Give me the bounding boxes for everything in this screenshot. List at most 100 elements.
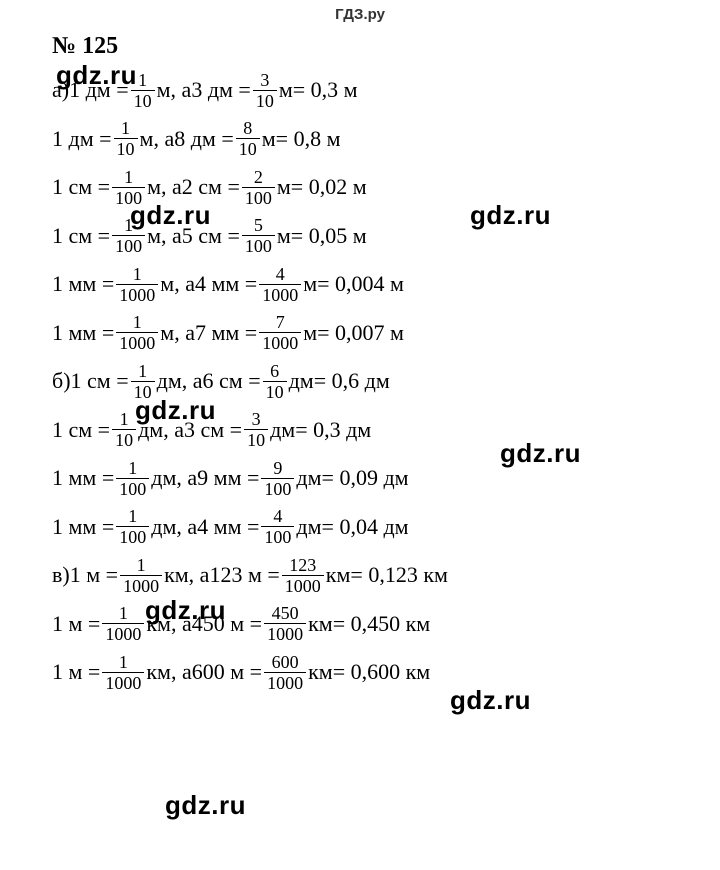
numerator: 1 <box>125 507 140 526</box>
text-segment: 1 мм = <box>52 514 114 540</box>
numerator: 3 <box>257 71 272 90</box>
text-segment: дм, а <box>151 465 197 491</box>
text-segment: м <box>303 271 317 297</box>
equation-line: 1 мм = 1100 дм, а 4 мм = 4100 дм = 0,04 … <box>52 503 720 552</box>
denominator: 100 <box>116 526 149 546</box>
text-segment: км, а <box>164 562 209 588</box>
denominator: 10 <box>114 138 138 158</box>
text-segment: б) <box>52 368 71 394</box>
fraction: 6001000 <box>264 653 306 692</box>
text-segment: км <box>326 562 351 588</box>
equation-line: 1 м = 11000 км, а 450 м = 4501000 км = 0… <box>52 600 720 649</box>
text-segment: 1 мм = <box>52 320 114 346</box>
denominator: 100 <box>112 187 145 207</box>
text-segment: = 0,004 м <box>317 271 404 297</box>
equation-line: 1 мм = 11000 м, а 4 мм = 41000 м = 0,004… <box>52 260 720 309</box>
watermark-text: gdz.ru <box>165 790 246 821</box>
equation-lines: а) 1 дм = 110 м, а 3 дм = 310 м = 0,3 м1… <box>52 66 720 697</box>
numerator: 1 <box>134 556 149 575</box>
problem-number: № 125 <box>52 33 720 60</box>
numerator: 1 <box>116 653 131 672</box>
text-segment: 7 мм = <box>195 320 257 346</box>
numerator: 9 <box>270 459 285 478</box>
numerator: 4 <box>270 507 285 526</box>
fraction: 1231000 <box>282 556 324 595</box>
text-segment: 1 м = <box>70 562 118 588</box>
numerator: 2 <box>251 168 266 187</box>
denominator: 10 <box>263 381 287 401</box>
fraction: 11000 <box>102 604 144 643</box>
text-segment: м, а <box>147 174 182 200</box>
fraction: 810 <box>236 119 260 158</box>
denominator: 10 <box>131 381 155 401</box>
numerator: 1 <box>135 362 150 381</box>
fraction: 11000 <box>116 313 158 352</box>
fraction: 110 <box>114 119 138 158</box>
denominator: 1000 <box>264 623 306 643</box>
fraction: 1100 <box>112 216 145 255</box>
numerator: 5 <box>251 216 266 235</box>
text-segment: 2 см = <box>182 174 240 200</box>
denominator: 1000 <box>116 332 158 352</box>
fraction: 310 <box>253 71 277 110</box>
fraction: 110 <box>112 410 136 449</box>
numerator: 1 <box>118 119 133 138</box>
equation-line: 1 см = 110 дм, а 3 см = 310 дм = 0,3 дм <box>52 406 720 455</box>
fraction: 11000 <box>116 265 158 304</box>
numerator: 1 <box>125 459 140 478</box>
numerator: 1 <box>116 604 131 623</box>
equation-line: б) 1 см = 110 дм, а 6 см = 610 дм = 0,6 … <box>52 357 720 406</box>
equation-line: 1 м = 11000 км, а 600 м = 6001000 км = 0… <box>52 648 720 697</box>
text-segment: 123 м = <box>209 562 279 588</box>
text-segment: в) <box>52 562 70 588</box>
text-segment: = 0,05 м <box>291 223 367 249</box>
denominator: 10 <box>112 429 136 449</box>
text-segment: м <box>262 126 276 152</box>
fraction: 5100 <box>242 216 275 255</box>
denominator: 100 <box>261 478 294 498</box>
text-segment: 6 см = <box>203 368 261 394</box>
text-segment: а) <box>52 77 69 103</box>
text-segment: м <box>303 320 317 346</box>
equation-line: 1 см = 1100 м, а 5 см = 5100 м = 0,05 м <box>52 212 720 261</box>
numerator: 1 <box>121 168 136 187</box>
text-segment: м, а <box>160 320 195 346</box>
fraction: 110 <box>131 71 155 110</box>
text-segment: = 0,8 м <box>276 126 341 152</box>
text-segment: дм <box>289 368 314 394</box>
text-segment: 3 см = <box>184 417 242 443</box>
text-segment: м, а <box>160 271 195 297</box>
text-segment: дм, а <box>151 514 197 540</box>
text-segment: дм, а <box>138 417 184 443</box>
text-segment: 3 дм = <box>191 77 251 103</box>
site-header: ГДЗ.ру <box>0 0 720 27</box>
denominator: 100 <box>116 478 149 498</box>
text-segment: м, а <box>147 223 182 249</box>
text-segment: = 0,3 м <box>293 77 358 103</box>
text-segment: 450 м = <box>192 611 262 637</box>
text-segment: 5 см = <box>182 223 240 249</box>
denominator: 10 <box>244 429 268 449</box>
equation-line: в) 1 м = 11000 км, а 123 м = 1231000 км … <box>52 551 720 600</box>
text-segment: 1 мм = <box>52 465 114 491</box>
text-segment: дм <box>296 465 321 491</box>
fraction: 4501000 <box>264 604 306 643</box>
text-segment: = 0,600 км <box>333 659 431 685</box>
text-segment: = 0,09 дм <box>322 465 409 491</box>
fraction: 4100 <box>261 507 294 546</box>
text-segment: км <box>308 659 333 685</box>
text-segment: 1 см = <box>52 223 110 249</box>
equation-line: 1 мм = 1100 дм, а 9 мм = 9100 дм = 0,09 … <box>52 454 720 503</box>
numerator: 1 <box>121 216 136 235</box>
text-segment: = 0,450 км <box>333 611 431 637</box>
text-segment: км, а <box>146 659 191 685</box>
fraction: 2100 <box>242 168 275 207</box>
equation-line: 1 дм = 110 м, а 8 дм = 810 м = 0,8 м <box>52 115 720 164</box>
text-segment: м, а <box>157 77 192 103</box>
text-segment: дм <box>296 514 321 540</box>
denominator: 100 <box>242 187 275 207</box>
text-segment: дм, а <box>157 368 203 394</box>
fraction: 110 <box>131 362 155 401</box>
fraction: 1100 <box>112 168 145 207</box>
text-segment: дм <box>270 417 295 443</box>
